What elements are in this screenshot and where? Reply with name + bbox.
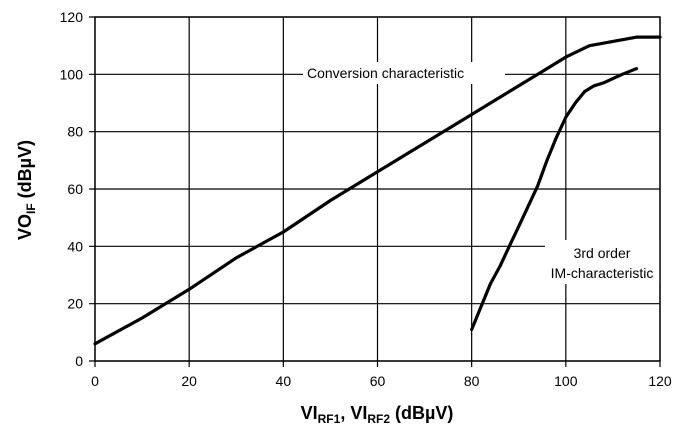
plot-frame (94, 16, 661, 362)
conversion-characteristic-line (93, 35, 662, 346)
x-axis-title: VIRF1, VIRF2 (dBµV) (301, 403, 454, 426)
y-tick-label: 40 (67, 238, 83, 254)
series-lines (93, 35, 662, 346)
tick-labels: 0 20 40 60 80 100 120 0 20 40 60 80 100 120 (60, 9, 672, 389)
y-tick-label: 120 (60, 9, 84, 25)
im-characteristic-label-line1: 3rd order (574, 245, 631, 261)
im-label-bg (545, 240, 660, 284)
x-tick-label: 60 (370, 373, 386, 389)
x-tick-label: 40 (276, 373, 292, 389)
x-tick-label: 80 (464, 373, 480, 389)
y-tick-label: 80 (67, 124, 83, 140)
im-characteristic-line (470, 67, 639, 332)
annotations: Conversion characteristic 3rd order IM-c… (303, 62, 660, 284)
x-tick-label: 0 (91, 373, 99, 389)
conversion-characteristic-label: Conversion characteristic (307, 65, 464, 81)
x-tick-label: 120 (648, 373, 672, 389)
x-tick-label: 100 (554, 373, 578, 389)
y-tick-label: 20 (67, 296, 83, 312)
y-axis-title: VOIF (dBµV) (15, 140, 38, 240)
x-tick-label: 20 (181, 373, 197, 389)
conversion-label-bg (303, 62, 505, 84)
y-tick-label: 100 (60, 66, 84, 82)
im-characteristic-label-line2: IM-characteristic (551, 265, 654, 281)
y-tick-label: 60 (67, 181, 83, 197)
y-tick-label: 0 (75, 353, 83, 369)
